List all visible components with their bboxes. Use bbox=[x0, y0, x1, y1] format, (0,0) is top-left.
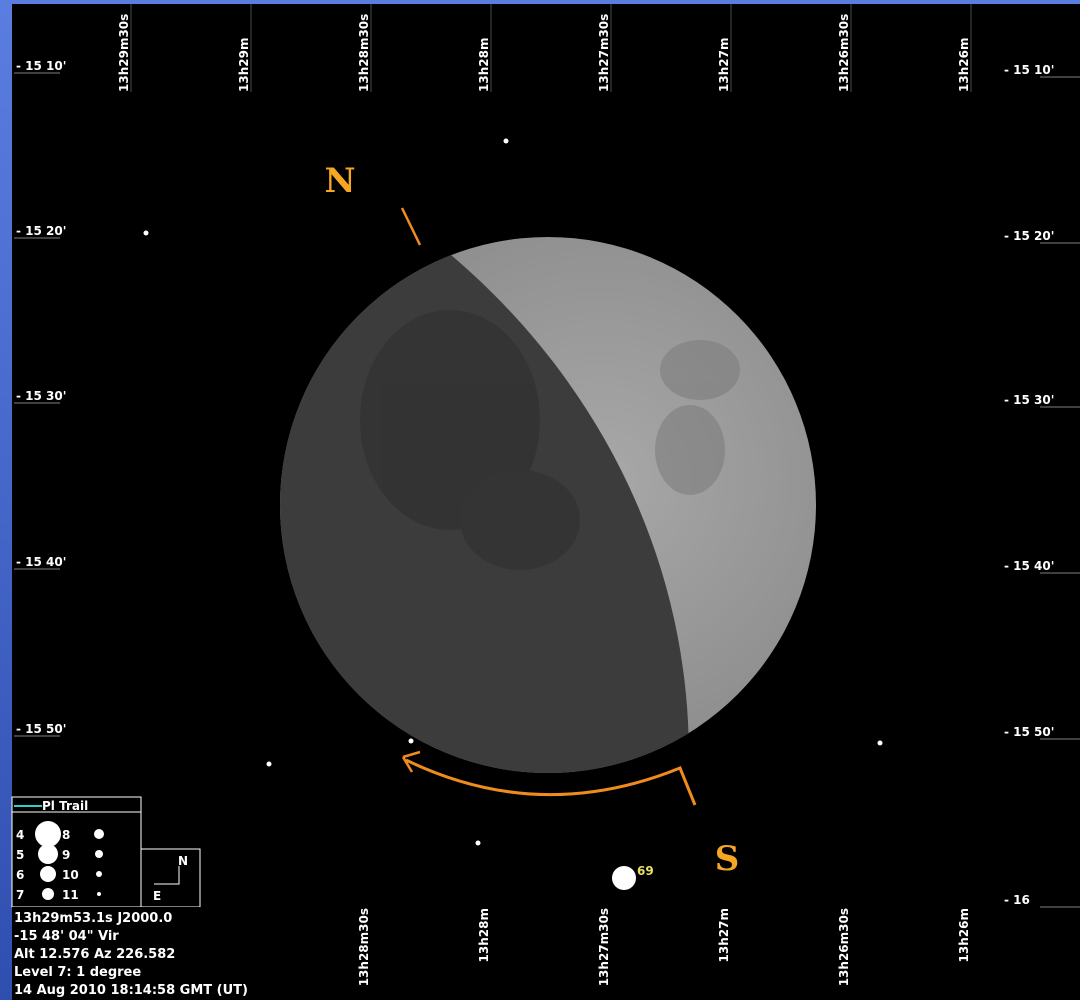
page: 69 N S 13h29m30s13h29m13h28m30s13h28m13h… bbox=[0, 0, 1080, 1000]
dec-label-right: - 15 40' bbox=[1004, 559, 1054, 573]
orientation-east: E bbox=[153, 889, 161, 903]
ra-label-top: 13h27m bbox=[717, 38, 731, 92]
dec-label-right: - 16 bbox=[1004, 893, 1030, 907]
magnitude-dot bbox=[94, 829, 104, 839]
star-label: 69 bbox=[637, 864, 654, 878]
magnitude-label: 5 bbox=[16, 848, 24, 862]
ra-label-bottom: 13h28m bbox=[477, 908, 491, 962]
ra-label-top: 13h29m30s bbox=[117, 14, 131, 92]
ra-label-bottom: 13h27m30s bbox=[597, 908, 611, 986]
magnitude-dot bbox=[97, 892, 101, 896]
magnitude-dot bbox=[42, 888, 54, 900]
ra-label-top: 13h27m30s bbox=[597, 14, 611, 92]
ra-label-top: 13h28m30s bbox=[357, 14, 371, 92]
info-line: Level 7: 1 degree bbox=[14, 965, 141, 980]
dec-label-right: - 15 50' bbox=[1004, 725, 1054, 739]
magnitude-label: 7 bbox=[16, 888, 24, 902]
ra-label-top: 13h29m bbox=[237, 38, 251, 92]
magnitude-label: 4 bbox=[16, 828, 24, 842]
ra-label-bottom: 13h26m bbox=[957, 908, 971, 962]
ra-label-bottom: 13h28m30s bbox=[357, 908, 371, 986]
magnitude-label: 11 bbox=[62, 888, 79, 902]
info-line: -15 48' 04" Vir bbox=[14, 929, 119, 944]
dec-label-left: - 15 50' bbox=[16, 722, 66, 736]
compass-north: N bbox=[324, 161, 355, 201]
dec-label-right: - 15 20' bbox=[1004, 229, 1054, 243]
orientation-north: N bbox=[178, 854, 188, 868]
magnitude-label: 10 bbox=[62, 868, 79, 882]
magnitude-dot bbox=[96, 871, 102, 877]
info-line: 13h29m53.1s J2000.0 bbox=[14, 911, 172, 926]
dec-label-right: - 15 10' bbox=[1004, 63, 1054, 77]
dec-label-right: - 15 30' bbox=[1004, 393, 1054, 407]
ra-label-bottom: 13h27m bbox=[717, 908, 731, 962]
orientation-box bbox=[141, 849, 200, 907]
info-line: 14 Aug 2010 18:14:58 GMT (UT) bbox=[14, 983, 248, 998]
dec-label-left: - 15 10' bbox=[16, 59, 66, 73]
magnitude-label: 6 bbox=[16, 868, 24, 882]
ra-label-top: 13h26m bbox=[957, 38, 971, 92]
dec-label-left: - 15 40' bbox=[16, 555, 66, 569]
dec-label-left: - 15 20' bbox=[16, 224, 66, 238]
magnitude-dot bbox=[38, 844, 58, 864]
ra-label-top: 13h26m30s bbox=[837, 14, 851, 92]
magnitude-dot bbox=[35, 821, 61, 847]
compass-south: S bbox=[715, 839, 740, 879]
info-line: Alt 12.576 Az 226.582 bbox=[14, 947, 175, 962]
magnitude-dot bbox=[40, 866, 56, 882]
ra-label-bottom: 13h26m30s bbox=[837, 908, 851, 986]
ra-label-top: 13h28m bbox=[477, 38, 491, 92]
dec-label-left: - 15 30' bbox=[16, 389, 66, 403]
magnitude-label: 8 bbox=[62, 828, 70, 842]
legend-title: Pl Trail bbox=[42, 799, 88, 813]
magnitude-dot bbox=[95, 850, 103, 858]
magnitude-label: 9 bbox=[62, 848, 70, 862]
sky-view: 69 N S 13h29m30s13h29m13h28m30s13h28m13h… bbox=[0, 0, 1080, 1000]
